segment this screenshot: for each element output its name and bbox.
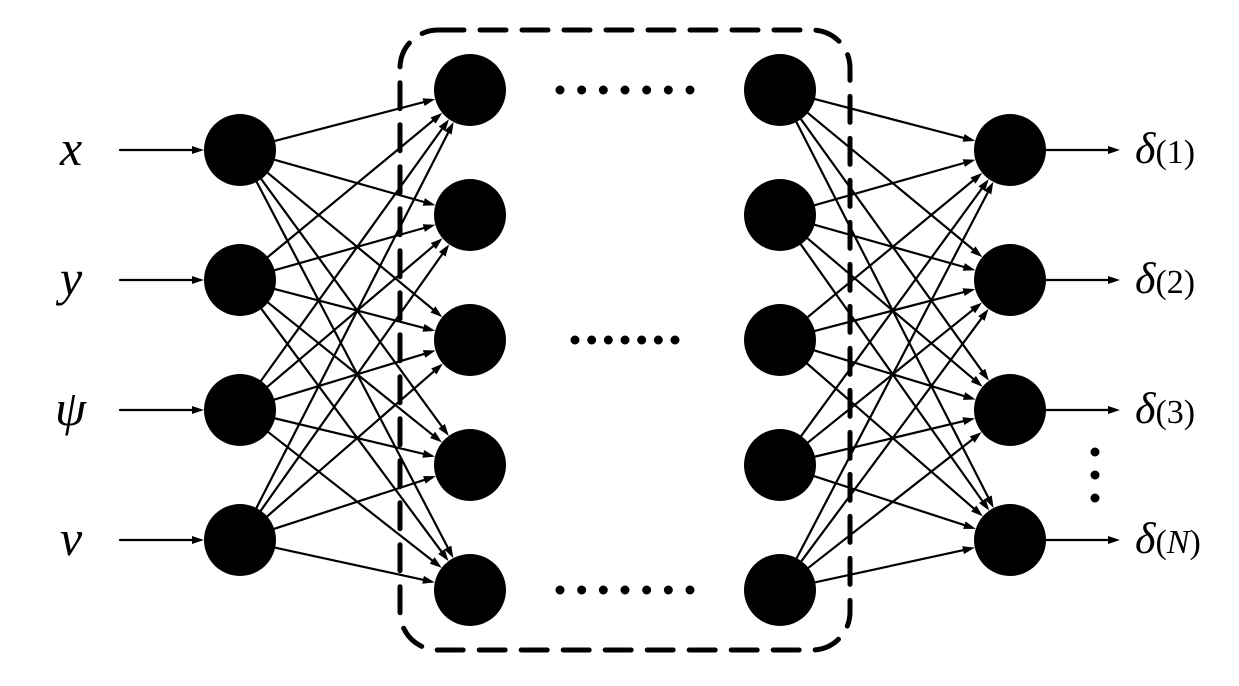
edge-input-to-hidden <box>274 476 436 529</box>
output-node <box>974 244 1046 316</box>
edge-hidden-to-output <box>815 288 975 331</box>
hidden-right-node <box>744 554 816 626</box>
edge-input-to-hidden <box>267 238 442 386</box>
edge-input-to-hidden <box>275 548 435 584</box>
output-ellipsis-dot <box>1091 494 1100 503</box>
output-node <box>974 504 1046 576</box>
input-label: ψ <box>55 379 86 437</box>
edge-hidden-to-output <box>815 417 975 456</box>
diagram-svg <box>0 0 1239 686</box>
edge-input-to-hidden <box>261 179 449 436</box>
hidden-ellipsis-dot <box>642 586 651 595</box>
edge-input-to-hidden <box>275 289 435 332</box>
neural-network-diagram: x y ψ v δ(1) δ(2) δ(3) δ(N) <box>0 0 1239 686</box>
output-ellipsis-dot <box>1091 448 1100 457</box>
output-node <box>974 374 1046 446</box>
edge-hidden-to-output <box>815 99 975 142</box>
edge-hidden-to-output <box>808 113 982 257</box>
edge-hidden-to-output <box>808 303 982 443</box>
hidden-ellipsis-dot <box>664 86 673 95</box>
hidden-right-node <box>744 304 816 376</box>
hidden-ellipsis-dot <box>654 336 663 345</box>
hidden-ellipsis-dot <box>577 586 586 595</box>
input-arrow <box>120 406 204 414</box>
hidden-ellipsis-dot <box>642 86 651 95</box>
input-arrow <box>120 146 204 154</box>
input-node <box>204 504 276 576</box>
output-label: δ(1) <box>1135 123 1195 174</box>
edge-hidden-to-output <box>807 364 983 517</box>
hidden-ellipsis-dot <box>664 586 673 595</box>
hidden-right-node <box>744 429 816 501</box>
hidden-ellipsis-dot <box>686 86 695 95</box>
edge-input-to-hidden <box>275 98 435 141</box>
output-arrow <box>1046 406 1120 414</box>
hidden-right-node <box>744 54 816 126</box>
hidden-left-node <box>434 179 506 251</box>
output-label: δ(N) <box>1135 513 1201 564</box>
hidden-ellipsis-dot <box>621 586 630 595</box>
edge-hidden-to-output <box>796 122 993 508</box>
input-node <box>204 114 276 186</box>
hidden-ellipsis-dot <box>599 586 608 595</box>
hidden-left-node <box>434 554 506 626</box>
edge-hidden-to-output <box>815 546 975 582</box>
hidden-ellipsis-dot <box>637 336 646 345</box>
output-arrow <box>1046 276 1120 284</box>
edge-input-to-hidden <box>261 244 449 510</box>
output-label: δ(3) <box>1135 383 1195 434</box>
edge-hidden-to-output <box>807 238 982 386</box>
edge-input-to-hidden <box>268 113 442 257</box>
hidden-ellipsis-dot <box>686 586 695 595</box>
hidden-ellipsis-dot <box>671 336 680 345</box>
edge-hidden-to-output <box>801 119 989 381</box>
edge-input-to-hidden <box>268 303 442 443</box>
input-label: v <box>60 509 82 567</box>
input-node <box>204 374 276 446</box>
hidden-ellipsis-dot <box>571 336 580 345</box>
hidden-ellipsis-dot <box>577 86 586 95</box>
hidden-ellipsis-dot <box>587 336 596 345</box>
edge-input-to-hidden <box>267 364 443 517</box>
output-arrow <box>1046 146 1120 154</box>
hidden-ellipsis-dot <box>604 336 613 345</box>
output-node <box>974 114 1046 186</box>
hidden-right-node <box>744 179 816 251</box>
input-node <box>204 244 276 316</box>
hidden-ellipsis-dot <box>556 86 565 95</box>
hidden-left-node <box>434 54 506 126</box>
input-arrow <box>120 536 204 544</box>
output-arrow <box>1046 536 1120 544</box>
edge-hidden-to-output <box>801 179 989 436</box>
output-ellipsis-dot <box>1091 471 1100 480</box>
edge-hidden-to-output <box>814 476 976 529</box>
edge-hidden-to-output <box>801 244 989 510</box>
hidden-ellipsis-dot <box>599 86 608 95</box>
hidden-left-node <box>434 429 506 501</box>
edge-input-to-hidden <box>256 122 453 508</box>
input-arrow <box>120 276 204 284</box>
hidden-ellipsis-dot <box>556 586 565 595</box>
edge-input-to-hidden <box>261 119 449 381</box>
hidden-ellipsis-dot <box>621 336 630 345</box>
hidden-left-node <box>434 304 506 376</box>
hidden-ellipsis-dot <box>621 86 630 95</box>
input-label: x <box>60 119 82 177</box>
output-label: δ(2) <box>1135 253 1195 304</box>
input-label: y <box>60 249 82 307</box>
